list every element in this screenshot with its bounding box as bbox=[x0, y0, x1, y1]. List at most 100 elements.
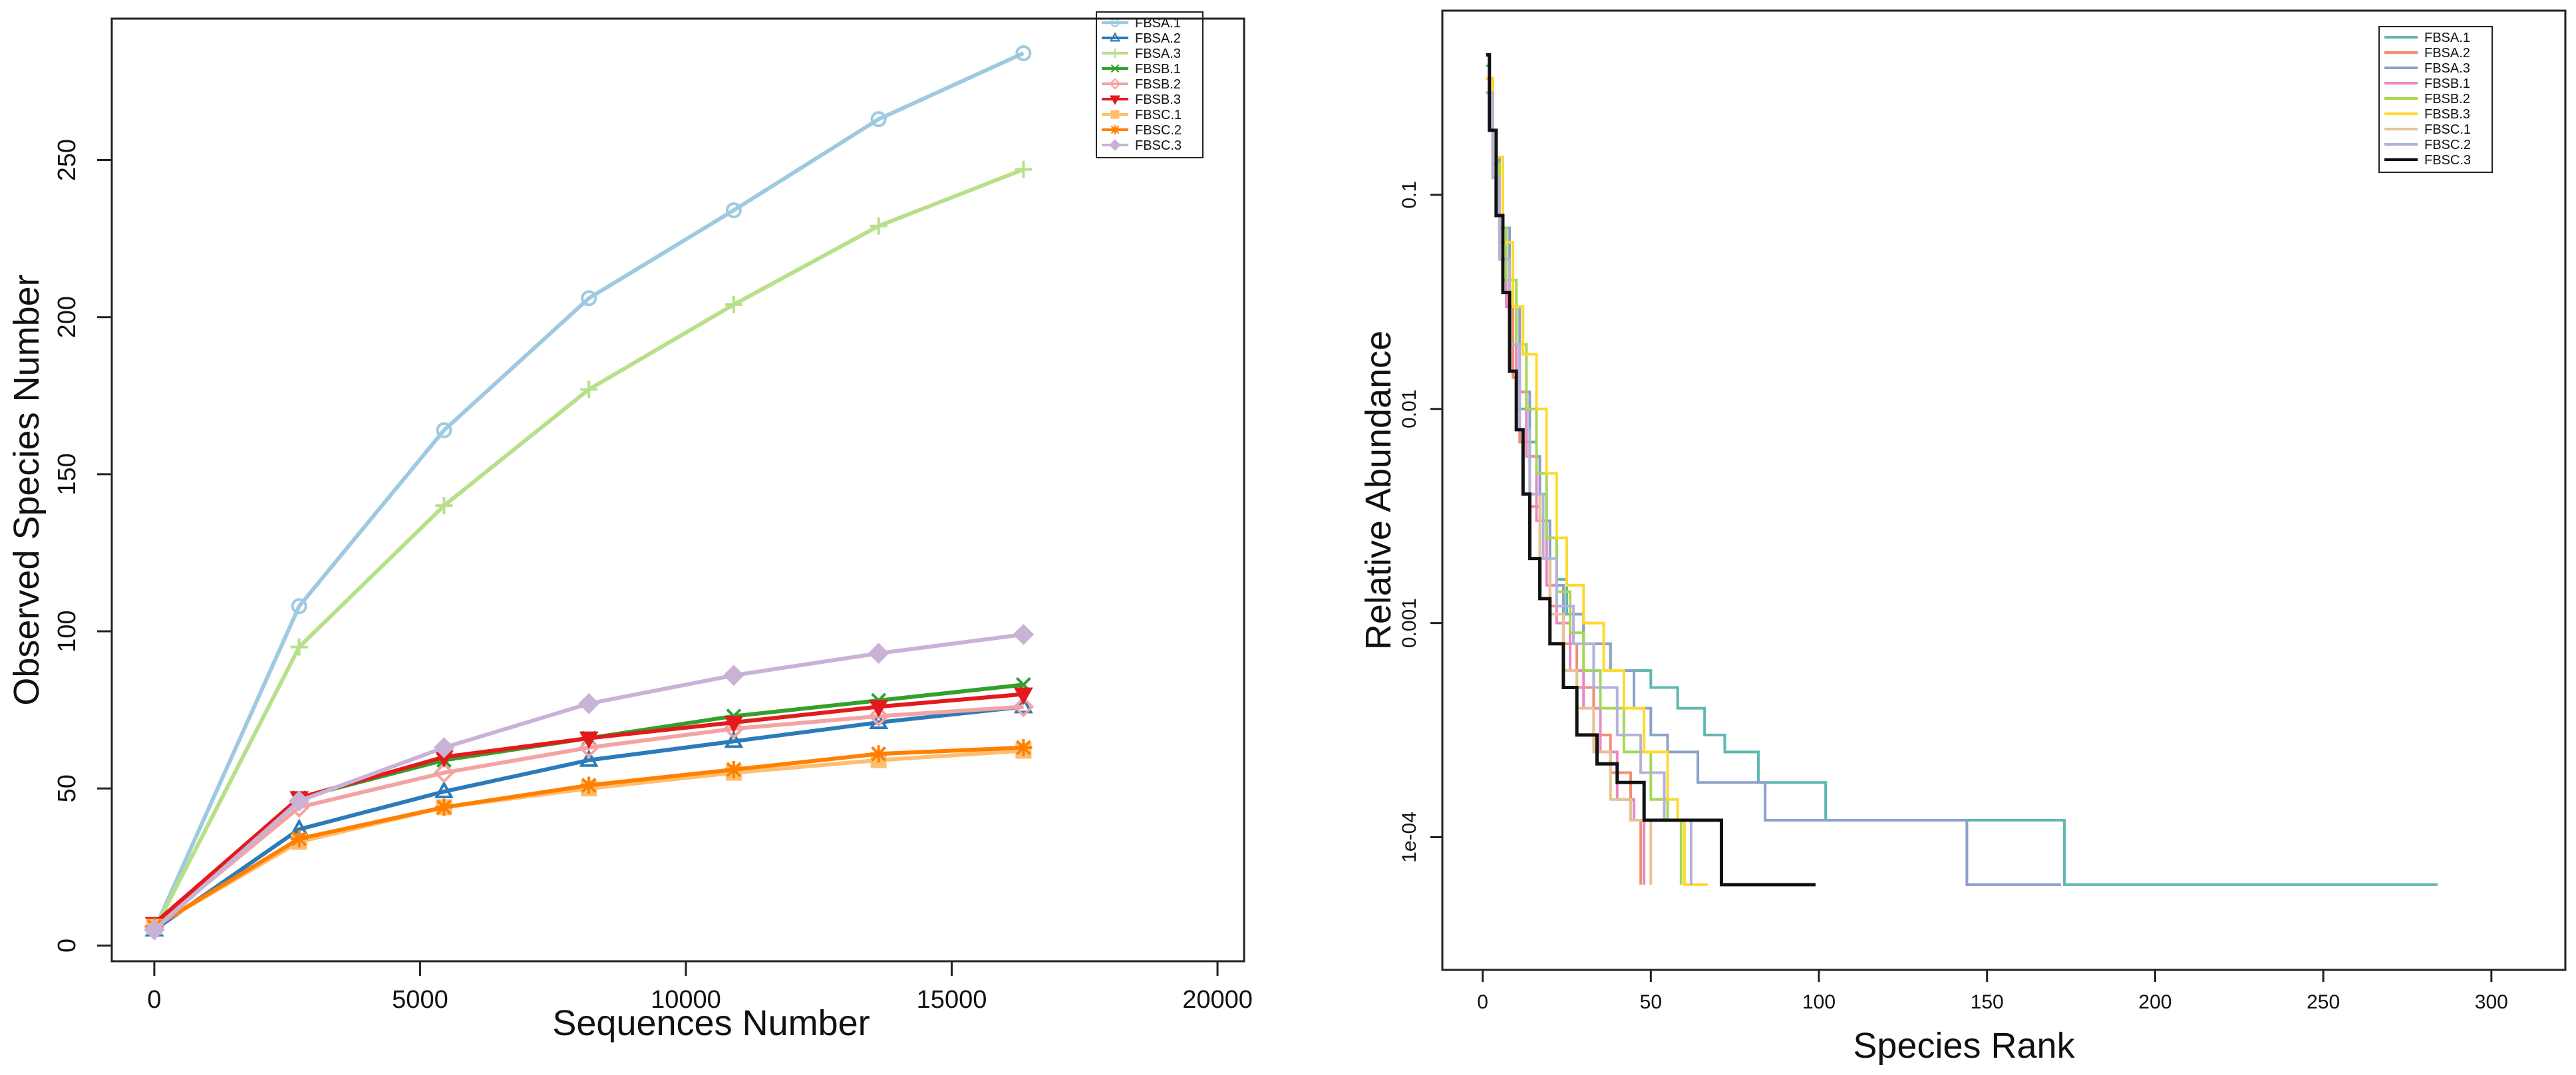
data-point-FBSA.1 bbox=[291, 598, 307, 615]
data-point-FBSC.3 bbox=[433, 736, 455, 758]
legend-label-FBSB.3: FBSB.3 bbox=[2424, 107, 2470, 122]
data-point-FBSA.1 bbox=[725, 202, 742, 219]
data-point-FBSA.3 bbox=[435, 497, 453, 515]
y-tick-label: 50 bbox=[53, 774, 81, 802]
data-point-FBSA.3 bbox=[870, 217, 887, 235]
x-axis-title: Sequences Number bbox=[552, 1003, 870, 1043]
legend-marker-FBSB.1 bbox=[1110, 64, 1120, 73]
data-point-FBSA.3 bbox=[724, 295, 742, 313]
legend-label-FBSB.2: FBSB.2 bbox=[2424, 92, 2470, 106]
data-point-FBSB.3 bbox=[724, 716, 744, 734]
x-tick-label: 20000 bbox=[1182, 986, 1253, 1014]
x-tick-label: 10000 bbox=[651, 986, 721, 1014]
legend-marker-FBSA.3 bbox=[1110, 48, 1120, 59]
data-point-FBSC.3 bbox=[144, 919, 165, 941]
data-point-FBSA.1 bbox=[436, 422, 452, 438]
y-axis-title: Observed Species Number bbox=[7, 274, 47, 705]
data-point-FBSA.3 bbox=[580, 381, 598, 398]
x-tick-label: 0 bbox=[1477, 991, 1488, 1013]
legend-marker-FBSC.2 bbox=[1110, 124, 1120, 135]
data-point-FBSA.1 bbox=[581, 290, 597, 307]
x-axis-title: Species Rank bbox=[1853, 1026, 2075, 1066]
data-point-FBSB.2 bbox=[1013, 696, 1035, 718]
legend-label-FBSC.3: FBSC.3 bbox=[2424, 153, 2471, 168]
series-line-FBSB.2 bbox=[1486, 91, 1683, 885]
rank-abundance-chart: 0 50 100 150 200 250 300 0.1 0.01 0.001 1e-04 Speci… bbox=[1359, 9, 2567, 1066]
legend-label-FBSB.3: FBSB.3 bbox=[1135, 92, 1181, 107]
data-point-FBSA.1 bbox=[870, 111, 887, 128]
data-point-FBSB.2 bbox=[433, 762, 455, 784]
data-point-FBSC.2 bbox=[870, 745, 887, 763]
data-point-FBSB.2 bbox=[578, 736, 599, 758]
series-line-FBSC.3 bbox=[1486, 53, 1816, 887]
y-tick-label: 0.001 bbox=[1398, 598, 1420, 648]
legend-label-FBSB.1: FBSB.1 bbox=[1135, 62, 1181, 77]
legend-marker-shape-FBSC.2 bbox=[1110, 124, 1120, 135]
legend-label-FBSB.2: FBSB.2 bbox=[1135, 77, 1181, 92]
data-point-FBSC.2 bbox=[580, 776, 598, 794]
data-point-FBSA.2 bbox=[579, 749, 599, 767]
series-line-FBSC.2 bbox=[1486, 91, 1692, 885]
legend-label-FBSC.3: FBSC.3 bbox=[1135, 138, 1182, 153]
series-FBSC.1 bbox=[146, 742, 1032, 935]
plot-frame bbox=[1441, 9, 2567, 971]
series-FBSA.1 bbox=[146, 45, 1032, 938]
legend-marker-shape-FBSC.3 bbox=[1109, 139, 1121, 151]
series-FBSC.3 bbox=[144, 623, 1035, 941]
y-axis-title: Relative Abundance bbox=[1359, 331, 1398, 650]
x-tick-label: 200 bbox=[2138, 991, 2172, 1013]
series-line-FBSB.1 bbox=[1486, 91, 1646, 885]
data-point-FBSC.3 bbox=[288, 790, 310, 812]
x-tick-label: 100 bbox=[1802, 991, 1836, 1013]
x-tick-label: 0 bbox=[147, 986, 161, 1014]
series-line-FBSC.1 bbox=[1486, 91, 1653, 885]
data-point-FBSC.3 bbox=[1013, 623, 1035, 645]
legend: FBSA.1FBSA.2FBSA.3FBSB.1FBSB.2FBSB.3FBSC… bbox=[2378, 26, 2493, 173]
legend-marker-shape-FBSB.2 bbox=[1109, 78, 1121, 90]
data-point-FBSC.2 bbox=[435, 798, 453, 816]
legend-label-FBSC.2: FBSC.2 bbox=[2424, 138, 2471, 152]
series-line-FBSB.3 bbox=[153, 692, 1024, 925]
y-tick-label: 1e-04 bbox=[1398, 812, 1420, 863]
legend-marker-shape-FBSB.3 bbox=[1110, 95, 1120, 105]
data-point-FBSB.2 bbox=[868, 705, 889, 727]
x-tick-label: 50 bbox=[1640, 991, 1662, 1013]
legend-label-FBSA.3: FBSA.3 bbox=[2424, 61, 2470, 76]
legend-marker-shape-FBSA.2 bbox=[1110, 32, 1120, 42]
legend-marker-FBSC.3 bbox=[1109, 139, 1121, 151]
data-point-FBSC.3 bbox=[578, 692, 599, 714]
legend-marker-shape-FBSC.1 bbox=[1110, 110, 1120, 119]
legend-label-FBSC.2: FBSC.2 bbox=[1135, 123, 1182, 138]
legend-marker-FBSC.1 bbox=[1110, 110, 1120, 119]
series-line-FBSB.3 bbox=[1486, 77, 1708, 886]
y-tick-label: 150 bbox=[53, 453, 81, 495]
legend: FBSA.1FBSA.2FBSA.3FBSB.1FBSB.2FBSB.3FBSC… bbox=[1096, 11, 1204, 158]
legend-marker-shape-FBSA.3 bbox=[1110, 48, 1120, 59]
data-point-FBSA.1 bbox=[1015, 45, 1032, 61]
y-tick-label: 100 bbox=[53, 610, 81, 652]
legend-label-FBSA.3: FBSA.3 bbox=[1135, 47, 1181, 61]
legend-label-FBSA.2: FBSA.2 bbox=[1135, 31, 1181, 46]
y-tick-label: 0 bbox=[53, 939, 81, 953]
series-line-FBSA.1 bbox=[1486, 65, 2438, 886]
data-point-FBSC.3 bbox=[868, 643, 889, 664]
legend-label-FBSA.1: FBSA.1 bbox=[2424, 31, 2470, 45]
legend-marker-FBSA.2 bbox=[1110, 32, 1120, 42]
data-point-FBSC.3 bbox=[723, 665, 744, 687]
series-FBSC.2 bbox=[146, 738, 1033, 936]
series-line-FBSA.1 bbox=[152, 51, 1025, 931]
y-tick-label: 250 bbox=[53, 139, 81, 181]
y-tick-label: 0.1 bbox=[1398, 181, 1420, 209]
series-line-FBSA.2 bbox=[153, 704, 1024, 932]
x-tick-label: 15000 bbox=[917, 986, 987, 1014]
legend-label-FBSC.1: FBSC.1 bbox=[2424, 122, 2471, 137]
rarefaction-chart: FBSA.1FBSA.2FBSA.3FBSB.1FBSB.2FBSB.3FBSC… bbox=[7, 11, 1253, 1043]
data-point-FBSB.3 bbox=[579, 731, 599, 749]
x-tick-label: 250 bbox=[2307, 991, 2340, 1013]
legend-label-FBSB.1: FBSB.1 bbox=[2424, 77, 2470, 91]
legend-label-FBSA.2: FBSA.2 bbox=[2424, 46, 2470, 61]
series-FBSB.3 bbox=[144, 687, 1033, 935]
data-point-FBSA.2 bbox=[434, 780, 454, 798]
series-line-FBSA.3 bbox=[1486, 91, 2061, 886]
